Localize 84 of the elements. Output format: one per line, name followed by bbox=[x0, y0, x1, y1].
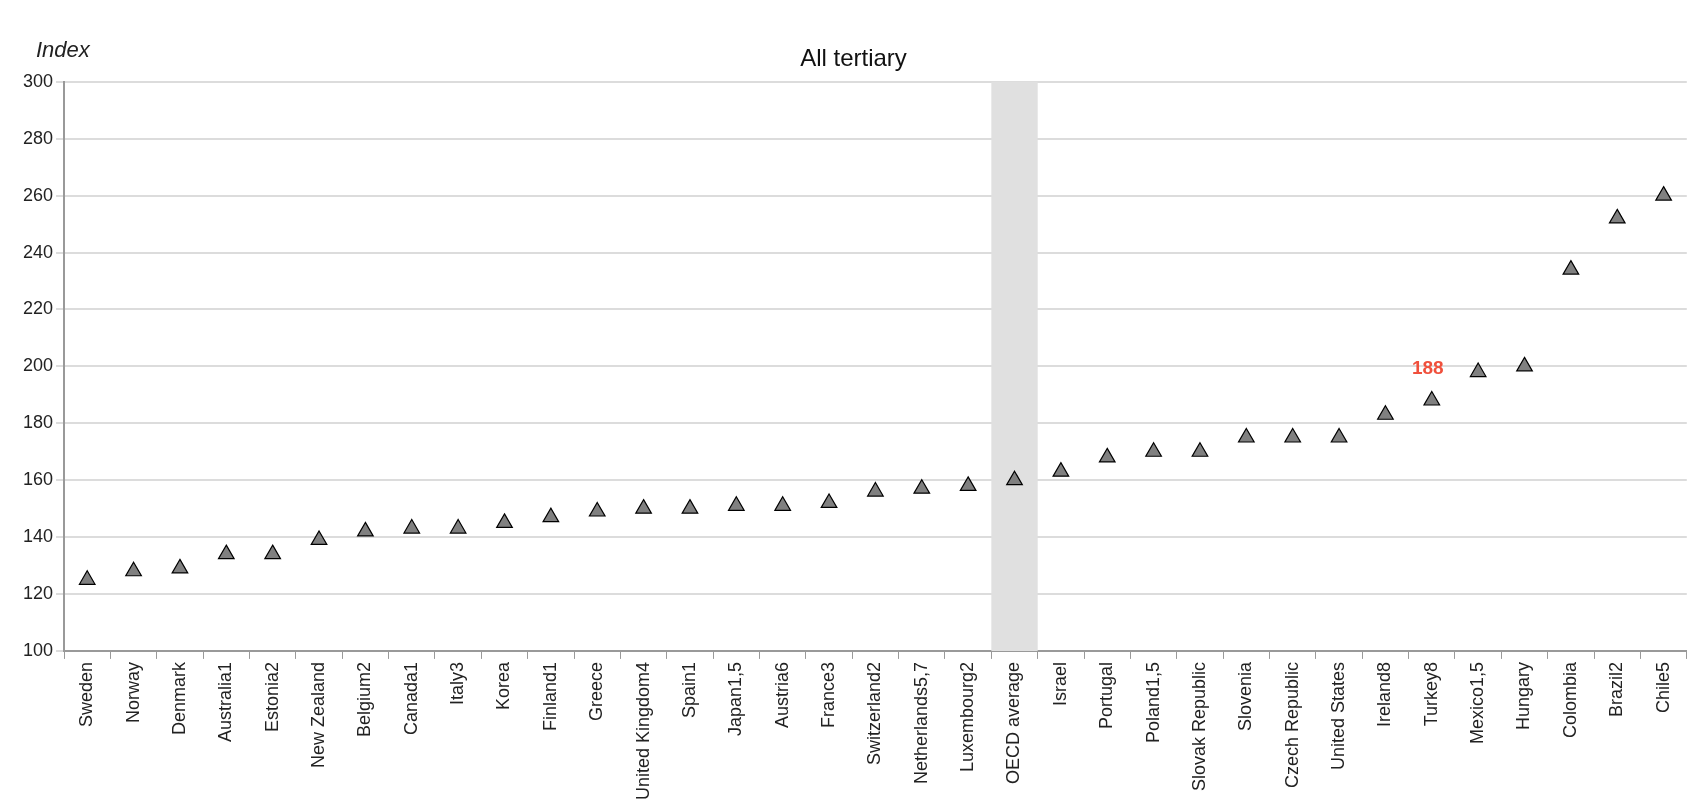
x-tick-label: OECD average bbox=[1003, 661, 1024, 784]
x-tick-label: Ireland8 bbox=[1374, 661, 1395, 727]
point bbox=[681, 499, 699, 514]
point bbox=[217, 544, 235, 560]
x-tick-label: Denmark bbox=[168, 660, 189, 735]
point bbox=[1145, 442, 1162, 457]
point bbox=[1377, 405, 1394, 420]
point bbox=[1006, 470, 1023, 486]
y-tick-label: 140 bbox=[22, 526, 54, 547]
x-tick-label: Sweden bbox=[76, 661, 97, 727]
x-tick-label: France3 bbox=[818, 661, 839, 728]
chart-title: All tertiary bbox=[800, 44, 907, 72]
x-tick-label: Czech Republic bbox=[1281, 661, 1302, 788]
point bbox=[264, 544, 282, 560]
point bbox=[820, 493, 838, 509]
x-tick-label: Chile5 bbox=[1652, 661, 1673, 713]
y-tick-label: 120 bbox=[22, 582, 54, 603]
point bbox=[1237, 427, 1255, 443]
point bbox=[913, 479, 931, 494]
y-tick-label: 280 bbox=[22, 127, 54, 148]
y-tick-label: 300 bbox=[22, 70, 54, 91]
x-tick-label: Colombia bbox=[1559, 660, 1580, 738]
x-tick-label: Switzerland2 bbox=[864, 661, 885, 765]
x-tick-label: Australia1 bbox=[215, 661, 236, 742]
point bbox=[1423, 390, 1441, 406]
point bbox=[542, 507, 560, 523]
point bbox=[774, 496, 792, 511]
point bbox=[1284, 427, 1302, 443]
x-tick-label: Mexico1,5 bbox=[1467, 661, 1488, 744]
y-tick-label: 220 bbox=[22, 298, 54, 319]
x-tick-label: Netherlands5,7 bbox=[910, 661, 931, 785]
point bbox=[1330, 427, 1348, 443]
x-tick-label: Finland1 bbox=[539, 661, 560, 731]
point bbox=[1052, 462, 1070, 477]
point bbox=[727, 496, 745, 511]
x-tick-label: New Zealand bbox=[308, 661, 329, 768]
point bbox=[1191, 442, 1209, 457]
point bbox=[357, 521, 374, 537]
x-tick-label: Spain1 bbox=[678, 661, 699, 718]
point bbox=[171, 558, 189, 574]
point bbox=[1562, 260, 1580, 275]
y-tick-label: 240 bbox=[22, 241, 54, 262]
x-tick-label: Canada1 bbox=[400, 661, 421, 735]
x-tick-label: Israel bbox=[1049, 661, 1070, 706]
x-tick-label: Japan1,5 bbox=[725, 661, 746, 736]
x-tick-label: Belgium2 bbox=[354, 661, 375, 737]
x-tick-label: Portugal bbox=[1096, 661, 1117, 729]
y-tick-label: 260 bbox=[22, 184, 54, 205]
point bbox=[496, 513, 513, 528]
point bbox=[449, 518, 467, 534]
point bbox=[403, 518, 421, 534]
point bbox=[867, 481, 884, 497]
x-tick-label: Norway bbox=[122, 661, 143, 723]
point bbox=[125, 561, 142, 577]
y-tick-label: 160 bbox=[22, 469, 54, 490]
x-tick-label: Slovenia bbox=[1235, 660, 1256, 731]
x-tick-label: Estonia2 bbox=[261, 661, 282, 732]
point bbox=[1608, 208, 1626, 224]
point bbox=[588, 501, 606, 517]
x-tick-label: Brazil2 bbox=[1606, 661, 1627, 717]
x-tick-label: Hungary bbox=[1513, 661, 1534, 730]
point bbox=[635, 499, 652, 514]
point bbox=[1516, 356, 1533, 372]
x-tick-label: Slovak Republic bbox=[1188, 661, 1209, 791]
point bbox=[310, 530, 328, 546]
x-tick-label: Italy3 bbox=[447, 661, 468, 705]
point bbox=[1098, 447, 1116, 463]
y-tick-label: 200 bbox=[22, 355, 54, 376]
x-tick-label: Austria6 bbox=[771, 661, 792, 728]
y-axis-title: Index bbox=[36, 37, 91, 63]
x-tick-label: Turkey8 bbox=[1420, 661, 1441, 727]
y-tick-label: 180 bbox=[22, 412, 54, 433]
point bbox=[1655, 186, 1673, 201]
annotation: 188 bbox=[1411, 357, 1444, 379]
y-tick-label: 100 bbox=[22, 639, 54, 660]
x-tick-label: United Kingdom4 bbox=[632, 661, 653, 801]
x-tick-label: Poland1,5 bbox=[1142, 661, 1163, 743]
x-tick-label: United States bbox=[1328, 661, 1349, 770]
x-tick-label: Korea bbox=[493, 660, 514, 710]
point bbox=[78, 570, 96, 585]
x-tick-label: Greece bbox=[586, 661, 607, 721]
point bbox=[959, 476, 977, 491]
point bbox=[1469, 362, 1487, 378]
x-tick-label: Luxembourg2 bbox=[957, 661, 978, 772]
